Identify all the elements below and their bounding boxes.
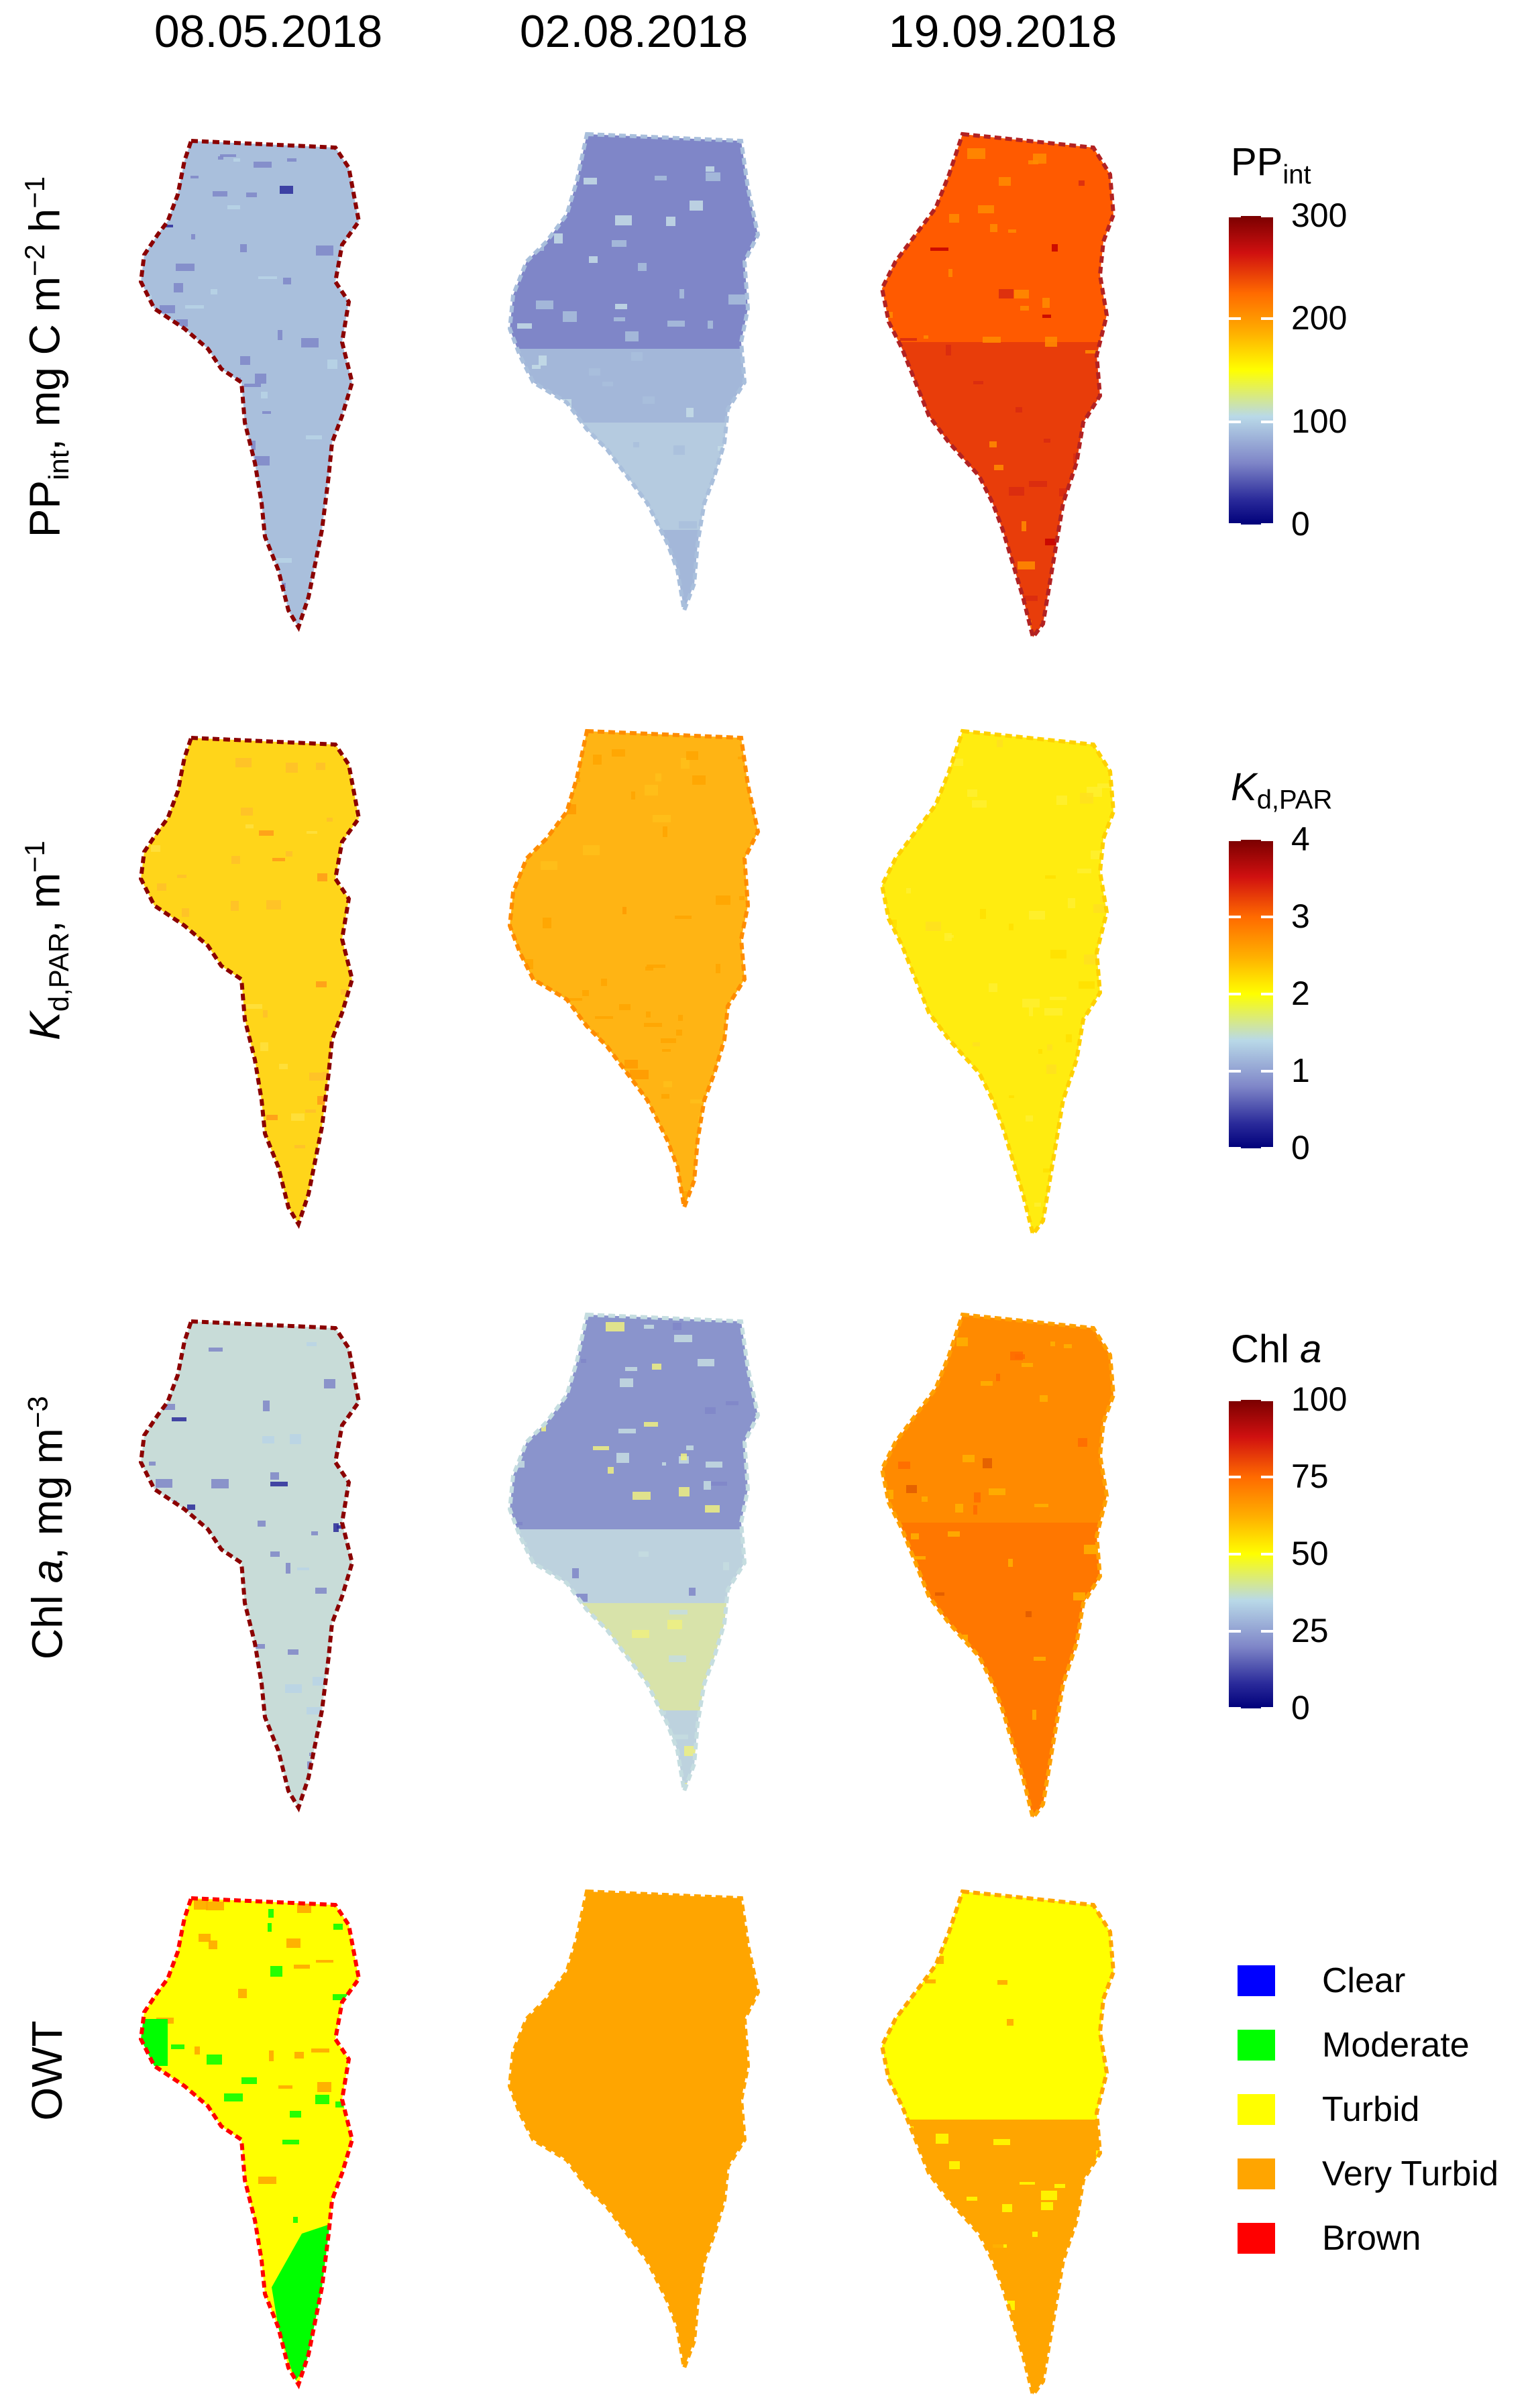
date-header-3: 19.09.2018 (888, 6, 1117, 57)
legend-label: Turbid (1322, 2090, 1420, 2129)
legend-label: Clear (1322, 1961, 1406, 2000)
colorbar-tick-label: 50 (1291, 1535, 1329, 1572)
lake-edge (879, 1889, 1116, 2399)
colorbar-tick-mark (1261, 215, 1273, 217)
colorbar-tick-label: 100 (1291, 1380, 1348, 1418)
legend-swatch-brown (1238, 2223, 1275, 2254)
lake-surface (882, 731, 1113, 1234)
colorbar-tick-mark (1229, 420, 1241, 423)
colorbar-tick-mark (1261, 1147, 1273, 1150)
map-kd-2 (507, 728, 761, 1215)
legend-item-brown: Brown (1238, 2206, 1498, 2270)
lake-surface (141, 1321, 359, 1808)
lake-edge (138, 735, 362, 1229)
lake-surface (510, 1892, 758, 2368)
lake-surface (510, 731, 758, 1207)
colorbar-tick-label: 75 (1291, 1458, 1329, 1495)
lake-edge (879, 728, 1116, 1239)
legend-item-moderate: Moderate (1238, 2013, 1498, 2077)
map-ppint-2 (507, 131, 761, 618)
colorbar-title-kd: Kd,PAR (1231, 765, 1333, 815)
map-chla-2 (507, 1312, 761, 1799)
colorbar-tick-label: 300 (1291, 197, 1348, 234)
lake-edge (138, 1319, 362, 1813)
row-label-ppint: PPint, mg C m−2 h−1 (18, 176, 75, 538)
row-label-owt: OWT (23, 2020, 71, 2121)
lake-edge (507, 728, 761, 1215)
colorbar-tick-mark (1261, 993, 1273, 995)
colorbar-tick-mark (1261, 523, 1273, 526)
lake-edge (138, 138, 362, 633)
colorbar-tick-mark (1261, 1070, 1273, 1073)
colorbar-tick-mark (1261, 1476, 1273, 1478)
colorbar-tick-label: 200 (1291, 299, 1348, 337)
colorbar-tick-mark (1261, 838, 1273, 841)
legend-item-clear: Clear (1238, 1949, 1498, 2013)
colorbar-tick-mark (1229, 1476, 1241, 1478)
lake-edge (507, 131, 761, 618)
colorbar-tick-mark (1229, 1707, 1241, 1710)
colorbar-tick-mark (1229, 1399, 1241, 1401)
colorbar-title-ppint: PPint (1231, 140, 1311, 190)
colorbar-tick-mark (1261, 1399, 1273, 1401)
colorbar-tick-label: 0 (1291, 505, 1310, 543)
colorbar-tick-mark (1261, 1630, 1273, 1633)
colorbar-tick-label: 2 (1291, 975, 1310, 1012)
owt-legend: Clear Moderate Turbid Very Turbid Brown (1238, 1949, 1498, 2270)
legend-swatch-clear (1238, 1965, 1275, 1996)
legend-label: Very Turbid (1322, 2154, 1499, 2193)
colorbar-tick-mark (1229, 916, 1241, 918)
colorbar-tick-mark (1261, 1553, 1273, 1555)
lake-edge (879, 1312, 1116, 1822)
colorbar-tick-label: 0 (1291, 1689, 1310, 1727)
legend-swatch-very-turbid (1238, 2158, 1275, 2189)
colorbar-tick-mark (1229, 317, 1241, 321)
colorbar-tick-mark (1261, 317, 1273, 321)
lake-surface (141, 1898, 359, 2385)
colorbar-tick-label: 1 (1291, 1052, 1310, 1089)
legend-label: Brown (1322, 2219, 1421, 2258)
date-header-1: 08.05.2018 (154, 6, 383, 57)
map-owt-3 (879, 1889, 1116, 2399)
colorbar-tick-mark (1261, 1707, 1273, 1710)
colorbar-tick-mark (1229, 1553, 1241, 1555)
map-chla-3 (879, 1312, 1116, 1822)
colorbar-tick-mark (1261, 420, 1273, 423)
colorbar-tick-label: 4 (1291, 820, 1310, 858)
colorbar-tick-mark (1229, 215, 1241, 217)
row-label-chla: Chl a, mg m−3 (21, 1396, 72, 1660)
colorbar-title-chla: Chl a (1231, 1327, 1322, 1371)
colorbar-tick-label: 100 (1291, 402, 1348, 440)
lake-edge (507, 1889, 761, 2376)
colorbar-tick-mark (1261, 916, 1273, 918)
date-header-2: 02.08.2018 (519, 6, 749, 57)
lake-edge (879, 131, 1116, 642)
colorbar-tick-mark (1229, 1630, 1241, 1633)
row-label-kd: Kd,PAR, m−1 (18, 840, 75, 1040)
colorbar-tick-mark (1229, 523, 1241, 526)
map-kd-3 (879, 728, 1116, 1239)
lake-surface (141, 738, 359, 1224)
colorbar-tick-label: 0 (1291, 1129, 1310, 1166)
colorbar-tick-mark (1229, 993, 1241, 995)
map-ppint-1 (138, 138, 362, 633)
legend-label: Moderate (1322, 2026, 1470, 2065)
map-owt-1 (138, 1896, 362, 2390)
colorbar-ppint (1229, 216, 1273, 525)
colorbar-tick-label: 3 (1291, 897, 1310, 935)
legend-item-turbid: Turbid (1238, 2077, 1498, 2142)
colorbar-tick-mark (1229, 1147, 1241, 1150)
colorbar-tick-label: 25 (1291, 1612, 1329, 1649)
colorbar-tick-mark (1229, 838, 1241, 841)
map-kd-1 (138, 735, 362, 1229)
map-owt-2 (507, 1889, 761, 2376)
map-ppint-3 (879, 131, 1116, 642)
legend-swatch-moderate (1238, 2030, 1275, 2061)
legend-swatch-turbid (1238, 2094, 1275, 2125)
map-chla-1 (138, 1319, 362, 1813)
lake-edge (507, 1312, 761, 1799)
colorbar-tick-mark (1229, 1070, 1241, 1073)
legend-item-very-turbid: Very Turbid (1238, 2142, 1498, 2206)
